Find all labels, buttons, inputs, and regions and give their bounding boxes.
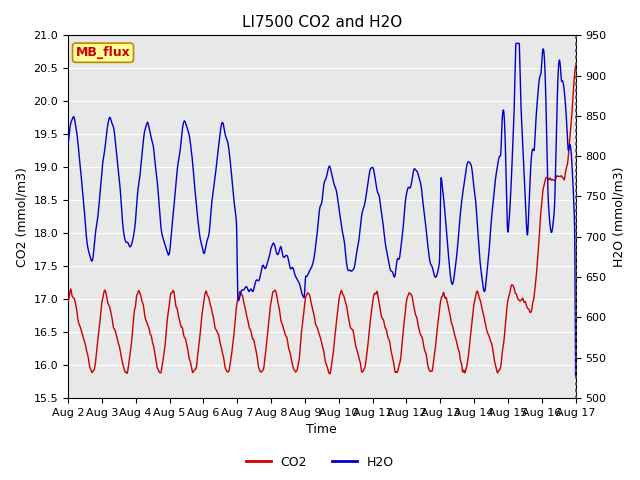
Title: LI7500 CO2 and H2O: LI7500 CO2 and H2O: [242, 15, 402, 30]
Y-axis label: CO2 (mmol/m3): CO2 (mmol/m3): [15, 167, 28, 266]
Text: MB_flux: MB_flux: [76, 46, 131, 59]
Y-axis label: H2O (mmol/m3): H2O (mmol/m3): [612, 167, 625, 267]
Legend: CO2, H2O: CO2, H2O: [241, 451, 399, 474]
X-axis label: Time: Time: [307, 423, 337, 436]
